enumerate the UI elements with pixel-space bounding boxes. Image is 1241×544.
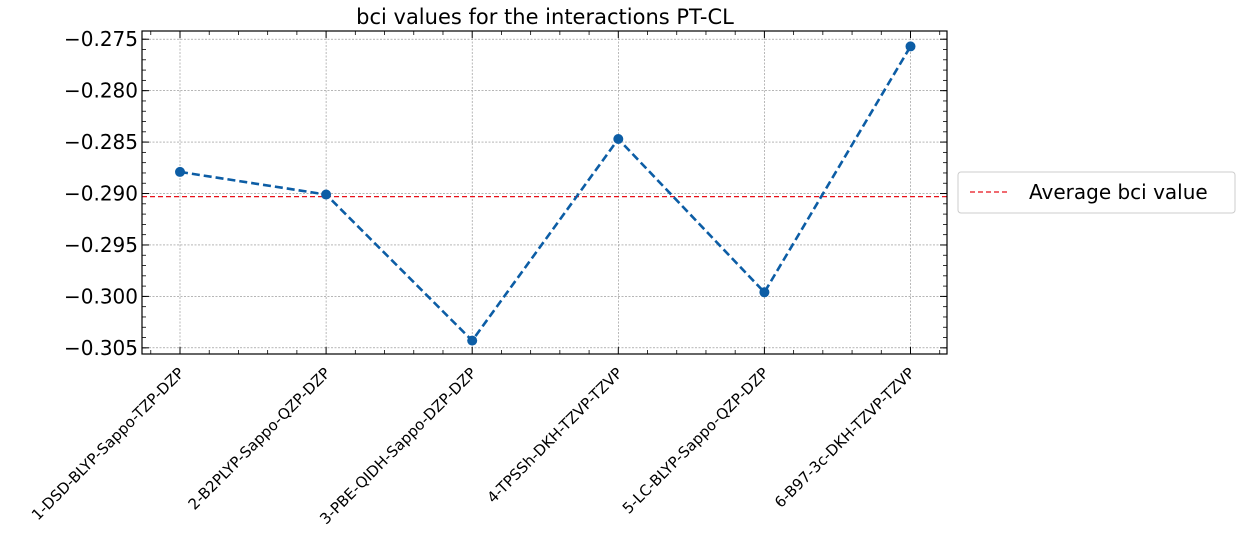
x-tick-label: 4-TPSSh-DKH-TZVP-TZVP [484, 364, 627, 507]
y-tick-label: −0.275 [64, 27, 138, 51]
legend-box [957, 171, 1236, 214]
y-tick-label: −0.285 [64, 130, 138, 154]
axes [141, 30, 948, 355]
data-point [175, 166, 185, 177]
x-tick-label: 5-LC-BLYP-Sappo-QZP-DZP [619, 364, 772, 517]
y-tick-label: −0.290 [64, 182, 138, 206]
grid-lines [142, 31, 947, 354]
data-point [759, 287, 770, 298]
x-tick-label: 3-PBE-QIDH-Sappo-DZP-DZP [316, 364, 480, 528]
legend-label-average: Average bci value [1029, 180, 1208, 204]
y-tick-label: −0.300 [64, 284, 138, 308]
y-ticks: −0.275 −0.280 −0.285 −0.290 −0.295 −0.300 −0.3… [64, 27, 947, 360]
x-tick-label: 1-DSD-BLYP-Sappo-TZP-DZP [28, 364, 188, 524]
data-point [321, 189, 332, 200]
y-tick-label: −0.305 [64, 336, 138, 360]
chart-title: bci values for the interactions PT-CL [356, 5, 734, 29]
plot-frame [141, 30, 948, 355]
x-tick-label: 6-B97-3c-DKH-TZVP-TZVP [771, 364, 918, 511]
x-ticks: 1-DSD-BLYP-Sappo-TZP-DZP2-B2PLYP-Sappo-Q… [28, 31, 941, 528]
x-tick-label: 2-B2PLYP-Sappo-QZP-DZP [185, 364, 334, 513]
legend: Average bci value [957, 171, 1236, 214]
series-group [175, 41, 916, 346]
y-tick-label: −0.295 [64, 233, 138, 257]
series-line [179, 45, 912, 343]
data-point [613, 134, 624, 145]
y-tick-label: −0.280 [64, 79, 138, 103]
data-point [467, 335, 478, 346]
data-point [905, 41, 916, 52]
